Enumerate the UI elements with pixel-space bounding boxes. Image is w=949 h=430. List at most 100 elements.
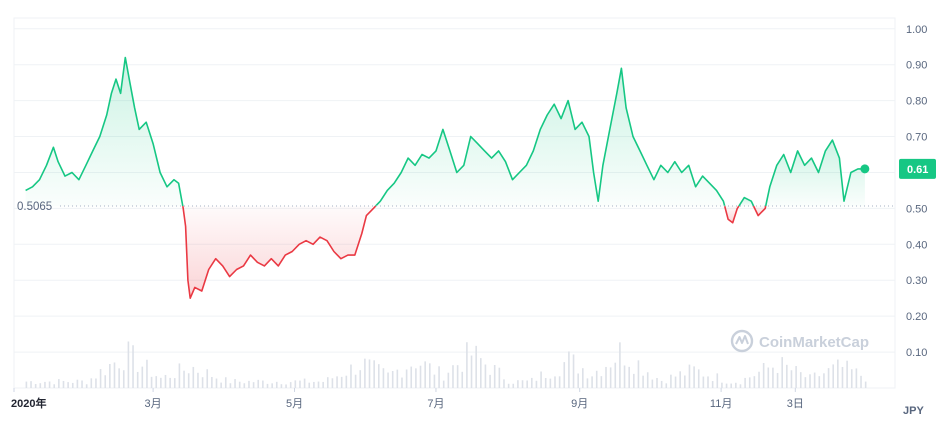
volume-bar bbox=[688, 364, 691, 388]
x-tick-label: 11月 bbox=[710, 398, 732, 410]
volume-bar bbox=[53, 384, 56, 388]
volume-bar bbox=[122, 370, 125, 388]
x-tick-label: 2020年 bbox=[11, 396, 46, 410]
volume-bar bbox=[707, 376, 709, 388]
volume-bar bbox=[58, 379, 60, 388]
volume-bar bbox=[132, 345, 134, 388]
plot-frame bbox=[13, 17, 896, 389]
volume-bar bbox=[299, 380, 301, 388]
volume-bar bbox=[368, 359, 371, 388]
volume-bar bbox=[99, 369, 102, 388]
volume-bar bbox=[554, 376, 556, 388]
volume-bar bbox=[405, 369, 408, 388]
area-below-baseline bbox=[753, 206, 766, 216]
volume-bar bbox=[303, 378, 306, 388]
volume-bar bbox=[837, 359, 839, 388]
volume-bar bbox=[354, 374, 357, 388]
price-line-up-segment bbox=[375, 67, 726, 207]
price-line bbox=[25, 56, 865, 299]
volume-bar bbox=[484, 364, 487, 388]
volume-bar bbox=[428, 363, 431, 388]
volume-bar bbox=[748, 377, 751, 388]
volume-bar bbox=[289, 382, 292, 388]
volume-bar bbox=[322, 381, 324, 388]
volume-bar bbox=[507, 383, 510, 388]
volume-bar bbox=[150, 376, 153, 388]
volume-bar bbox=[331, 378, 334, 388]
current-price-badge: 0.61 bbox=[899, 158, 936, 179]
volume-bar bbox=[591, 376, 593, 388]
volume-bar bbox=[326, 377, 329, 388]
volume-bar bbox=[215, 378, 218, 388]
volume-bar bbox=[721, 382, 723, 388]
y-tick-label: 0.10 bbox=[906, 347, 927, 359]
volume-bar bbox=[772, 367, 774, 388]
volume-bar bbox=[832, 364, 835, 388]
volume-bar bbox=[109, 364, 111, 388]
y-tick-label: 0.40 bbox=[906, 239, 927, 251]
volume-bar bbox=[211, 376, 213, 388]
volume-bar bbox=[280, 384, 283, 388]
volume-bar bbox=[118, 368, 120, 388]
volume-bar bbox=[85, 384, 88, 388]
volume-bar bbox=[781, 357, 783, 388]
volume-bar bbox=[271, 383, 273, 388]
volume-bar bbox=[127, 341, 130, 388]
volume-bar bbox=[452, 365, 454, 388]
volume-bar bbox=[396, 369, 399, 388]
volume-bar bbox=[25, 381, 28, 388]
volume-bar bbox=[252, 382, 255, 388]
x-tick-label: 3日 bbox=[787, 398, 804, 410]
volume-bar bbox=[517, 380, 519, 388]
volume-bar bbox=[424, 361, 426, 388]
volume-bar bbox=[34, 384, 37, 388]
volume-bar bbox=[521, 380, 524, 388]
volume-bars bbox=[25, 341, 867, 388]
volume-bar bbox=[762, 362, 765, 388]
volume-bar bbox=[415, 368, 417, 388]
volume-bar bbox=[684, 375, 686, 388]
volume-bar bbox=[238, 381, 241, 388]
volume-bar bbox=[619, 342, 621, 388]
volume-bar bbox=[294, 380, 297, 388]
volume-bar bbox=[628, 366, 630, 388]
volume-bar bbox=[595, 370, 598, 388]
price-line-up-segment bbox=[764, 139, 865, 207]
volume-bar bbox=[243, 383, 246, 388]
volume-bar bbox=[220, 382, 222, 388]
volume-bar bbox=[262, 380, 264, 388]
currency-unit-label: JPY bbox=[903, 405, 924, 417]
volume-bar bbox=[855, 368, 858, 388]
volume-bar bbox=[725, 383, 728, 388]
volume-bar bbox=[609, 367, 612, 388]
volume-bar bbox=[850, 369, 853, 388]
x-axis: 2020年 3月 5月 7月 9月 11月 3日 bbox=[11, 388, 804, 410]
area-fill bbox=[25, 57, 865, 299]
volume-bar bbox=[266, 383, 269, 388]
volume-bar bbox=[674, 376, 677, 388]
volume-bar bbox=[493, 365, 496, 388]
baseline-label: 0.5065 bbox=[17, 201, 52, 213]
y-tick-label: 1.00 bbox=[906, 24, 927, 36]
volume-bar bbox=[308, 382, 311, 388]
volume-bar bbox=[646, 372, 649, 388]
volume-bar bbox=[81, 380, 83, 388]
volume-bar bbox=[136, 371, 139, 388]
volume-bar bbox=[169, 377, 171, 388]
volume-bar bbox=[841, 366, 844, 388]
volume-bar bbox=[160, 377, 162, 388]
price-line-up-segment bbox=[738, 196, 755, 207]
current-price-dot bbox=[860, 164, 870, 174]
volume-bar bbox=[141, 366, 144, 388]
volume-bar bbox=[633, 373, 635, 388]
volume-bar bbox=[364, 358, 366, 388]
volume-bar bbox=[823, 373, 825, 388]
volume-bar bbox=[206, 369, 209, 388]
volume-bar bbox=[164, 374, 167, 388]
volume-bar bbox=[614, 362, 617, 388]
volume-bar bbox=[860, 375, 862, 388]
coinmarketcap-logo-icon bbox=[730, 329, 754, 353]
price-line-up-segment bbox=[25, 56, 184, 207]
volume-bar bbox=[776, 372, 779, 388]
